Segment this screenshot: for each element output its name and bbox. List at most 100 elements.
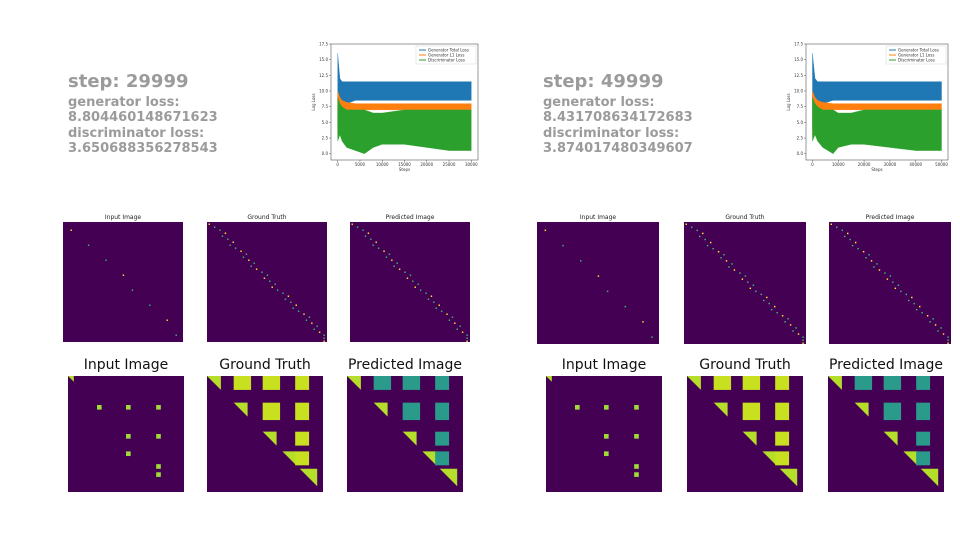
heatmap-cell xyxy=(792,330,794,332)
legend-box xyxy=(415,45,477,65)
heatmap-cell xyxy=(253,262,255,264)
heatmap-cell xyxy=(454,322,456,324)
heatmap-cell xyxy=(297,310,300,312)
heatmap-cell xyxy=(219,229,221,231)
heatmap-cell xyxy=(929,321,931,323)
y-tick-label: 10.0 xyxy=(794,88,803,93)
heatmap-cell xyxy=(742,402,761,421)
heatmap-cell xyxy=(876,263,878,265)
image-title: Input Image xyxy=(580,214,617,221)
heatmap-cell xyxy=(451,316,454,318)
heatmap-cell xyxy=(383,250,385,252)
x-axis-label: Steps xyxy=(871,167,882,172)
heatmap-cell xyxy=(156,464,161,469)
legend-label: Generator L1 Loss xyxy=(428,52,464,57)
heatmap-cell xyxy=(691,226,693,229)
heatmap-cell xyxy=(624,305,626,308)
generator-loss-label: generator loss: xyxy=(68,95,180,110)
heatmap-cell xyxy=(126,434,131,439)
heatmap-cell xyxy=(156,405,161,410)
heatmap-cell xyxy=(156,472,161,477)
discriminator-loss-label: discriminator loss: xyxy=(543,126,679,141)
heatmap-cell xyxy=(409,274,412,276)
heatmap-cell xyxy=(762,299,765,302)
heatmap-cell xyxy=(802,342,804,344)
heatmap-cell xyxy=(706,244,709,247)
heatmap-cell xyxy=(836,226,838,229)
heatmap-cell xyxy=(878,269,881,271)
heatmap-cell xyxy=(406,277,409,279)
heatmap-cell xyxy=(606,290,609,293)
heatmap-block xyxy=(68,376,74,382)
heatmap-cell xyxy=(221,235,224,237)
heatmap-cell xyxy=(166,319,168,321)
heatmap-block xyxy=(883,431,898,446)
heatmap-cell xyxy=(446,313,448,315)
heatmap-cell xyxy=(889,275,892,277)
heatmap-cell xyxy=(642,321,644,323)
heatmap-cell xyxy=(284,298,287,300)
y-tick-label: 2.5 xyxy=(322,135,329,140)
heatmap-block xyxy=(299,468,318,487)
heatmap-cell xyxy=(262,402,281,421)
x-tick-label: 20000 xyxy=(858,162,871,167)
heatmap-cell xyxy=(733,269,736,271)
heatmap-cell xyxy=(897,284,900,286)
x-tick-label: 0 xyxy=(811,162,814,167)
heatmap-cell xyxy=(797,333,800,335)
heatmap-block xyxy=(262,431,277,446)
heatmap-cell xyxy=(634,405,639,410)
heatmap-cell xyxy=(886,278,889,280)
heatmap-cell xyxy=(295,304,297,306)
heatmap-cell xyxy=(544,229,547,232)
heatmap-cell xyxy=(634,464,639,469)
image-title: Ground Truth xyxy=(219,357,310,373)
heatmap-cell xyxy=(233,376,252,390)
legend-label: Generator Total Loss xyxy=(898,47,939,52)
heatmap-cell xyxy=(739,272,741,274)
heatmap-cell xyxy=(417,283,419,285)
heatmap-cell xyxy=(149,304,151,306)
heatmap-cell xyxy=(435,431,450,446)
heatmap-cell xyxy=(393,265,395,267)
heatmap-cell xyxy=(918,305,921,308)
heatmap-cell xyxy=(701,232,704,235)
heatmap-cell xyxy=(263,277,266,279)
heatmap-block xyxy=(207,376,221,390)
heatmap-cell xyxy=(755,290,757,293)
heatmap-cell xyxy=(802,336,804,338)
heatmap-cell xyxy=(776,311,778,314)
heatmap-cell xyxy=(323,337,325,339)
heatmap-block xyxy=(713,402,728,417)
step: step: 29999 xyxy=(68,71,189,92)
heatmap-cell xyxy=(402,402,421,421)
heatmap-cell xyxy=(227,238,229,240)
heatmap-cell xyxy=(768,302,770,305)
heatmap-block xyxy=(920,468,939,487)
heatmap-cell xyxy=(323,334,325,336)
heatmap-cell xyxy=(282,292,284,294)
heatmap-cell xyxy=(175,334,177,336)
heatmap-block xyxy=(762,451,777,466)
heatmap-cell xyxy=(752,284,755,286)
legend-label: Discriminator Loss xyxy=(898,57,935,62)
heatmap-cell xyxy=(466,340,468,342)
heatmap-cell xyxy=(271,286,273,288)
heatmap-cell xyxy=(604,434,609,439)
heatmap-cell xyxy=(461,331,464,333)
heatmap xyxy=(684,222,806,344)
heatmap-block xyxy=(439,468,458,487)
x-tick-label: 20000 xyxy=(420,162,433,167)
x-tick-label: 5000 xyxy=(355,162,366,167)
heatmap-cell xyxy=(295,402,310,421)
heatmap-cell xyxy=(720,257,722,259)
heatmap-block xyxy=(779,468,798,487)
heatmap-cell xyxy=(435,402,450,421)
x-tick-label: 50000 xyxy=(935,162,948,167)
heatmap-cell xyxy=(362,229,364,231)
heatmap-cell xyxy=(261,271,263,273)
x-tick-label: 25000 xyxy=(443,162,456,167)
heatmap-cell xyxy=(364,235,367,237)
heatmap-cell xyxy=(351,223,353,225)
heatmap-cell xyxy=(414,286,416,288)
